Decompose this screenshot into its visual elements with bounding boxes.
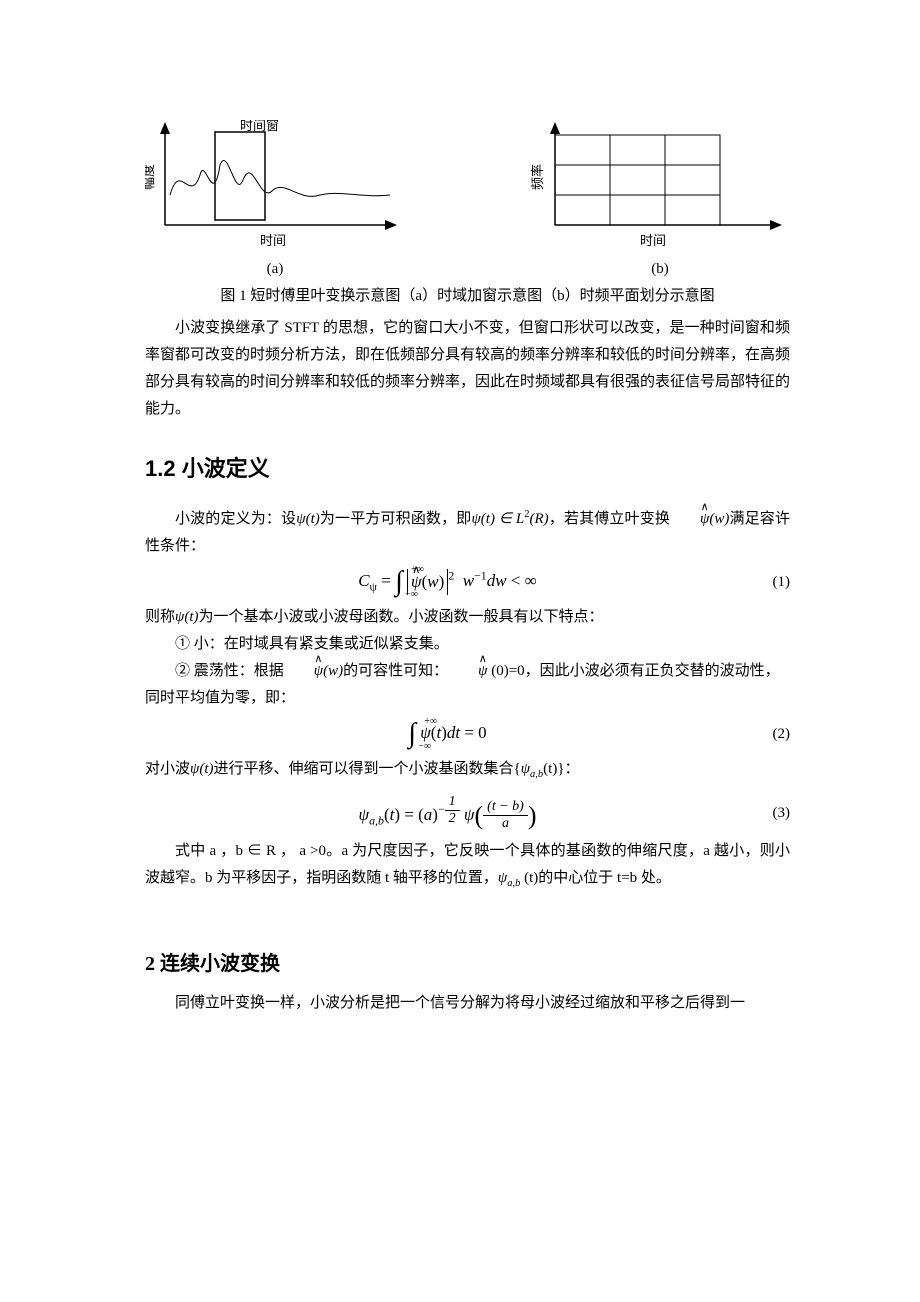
- eq1-number: (1): [750, 574, 790, 591]
- figure-label-b: (b): [651, 261, 669, 278]
- section-1-2-heading: 1.2 小波定义: [145, 451, 790, 483]
- section-2-heading: 2 连续小波变换: [145, 947, 790, 976]
- paragraph-2: 小波的定义为：设ψ(t)为一平方可积函数，即ψ(t) ∈ L2(R)，若其傅立叶…: [145, 501, 790, 560]
- p3-pre: 则称: [145, 609, 175, 625]
- diagram-a-svg: 时间窗 幅度 时间: [145, 120, 405, 255]
- paragraph-6: 同傅立叶变换一样，小波分析是把一个信号分解为将母小波经过缩放和平移之后得到一: [145, 990, 790, 1017]
- i2-mid: 的可容性可知：: [343, 663, 448, 679]
- p5-tail: (t)的中心位于 t=b 处。: [524, 870, 671, 886]
- list-item-2: ② 震荡性：根据ψ(w)的可容性可知：ψ (0)=0，因此小波必须有正负交替的波…: [145, 658, 790, 712]
- figure-1-caption: 图 1 短时傅里叶变换示意图（a）时域加窗示意图（b）时频平面划分示意图: [145, 284, 790, 305]
- figure-1b: 频率 时间 (b): [530, 120, 790, 278]
- p3-end: 为一个基本小波或小波母函数。小波函数一般具有以下特点：: [199, 609, 604, 625]
- y-axis-label-a: 幅度: [145, 164, 156, 190]
- equation-1: Cψ = ∫+∞−∞ ψ(w)2 w−1dw < ∞ (1): [145, 566, 790, 598]
- eq2-number: (2): [750, 726, 790, 743]
- p4-pre: 对小波: [145, 761, 190, 777]
- diagram-b-svg: 频率 时间: [530, 120, 790, 255]
- x-axis-label-b: 时间: [640, 233, 666, 248]
- paragraph-1: 小波变换继承了 STFT 的思想，它的窗口大小不变，但窗口形状可以改变，是一种时…: [145, 315, 790, 423]
- equation-3: ψa,b(t) = (a)−12 ψ((t − b)a) (3): [145, 794, 790, 832]
- p2-mid2: ，若其傅立叶变换: [549, 511, 670, 527]
- window-label: 时间窗: [240, 120, 279, 133]
- p4-tail: (t)}：: [543, 761, 579, 777]
- time-window-box: [215, 132, 265, 220]
- y-axis-label-b: 频率: [530, 164, 545, 190]
- i2-pre: ② 震荡性：根据: [175, 663, 284, 679]
- p4-end: 进行平移、伸缩可以得到一个小波基函数集合{: [214, 761, 521, 777]
- p5-main: 式中 a ，b ∈ R ， a >0。a 为尺度因子，它反映一个具体的基函数的伸…: [145, 843, 790, 886]
- paragraph-4: 对小波ψ(t)进行平移、伸缩可以得到一个小波基函数集合{ψa,b(t)}：: [145, 756, 790, 788]
- figure-1a: 时间窗 幅度 时间 (a): [145, 120, 405, 278]
- paragraph-3: 则称ψ(t)为一个基本小波或小波母函数。小波函数一般具有以下特点：: [145, 604, 790, 631]
- paragraph-5: 式中 a ，b ∈ R ， a >0。a 为尺度因子，它反映一个具体的基函数的伸…: [145, 838, 790, 897]
- waveform: [170, 161, 390, 197]
- figure-1-row: 时间窗 幅度 时间 (a): [145, 120, 790, 278]
- equation-2: ∫+∞−∞ ψ(t)dt = 0 (2): [145, 718, 790, 750]
- p2-mid1: 为一平方可积函数，即: [320, 511, 472, 527]
- grid-b: [555, 135, 720, 225]
- figure-label-a: (a): [267, 261, 284, 278]
- eq3-number: (3): [750, 805, 790, 822]
- p2-pre: 小波的定义为：设: [175, 511, 296, 527]
- x-axis-label-a: 时间: [260, 233, 286, 248]
